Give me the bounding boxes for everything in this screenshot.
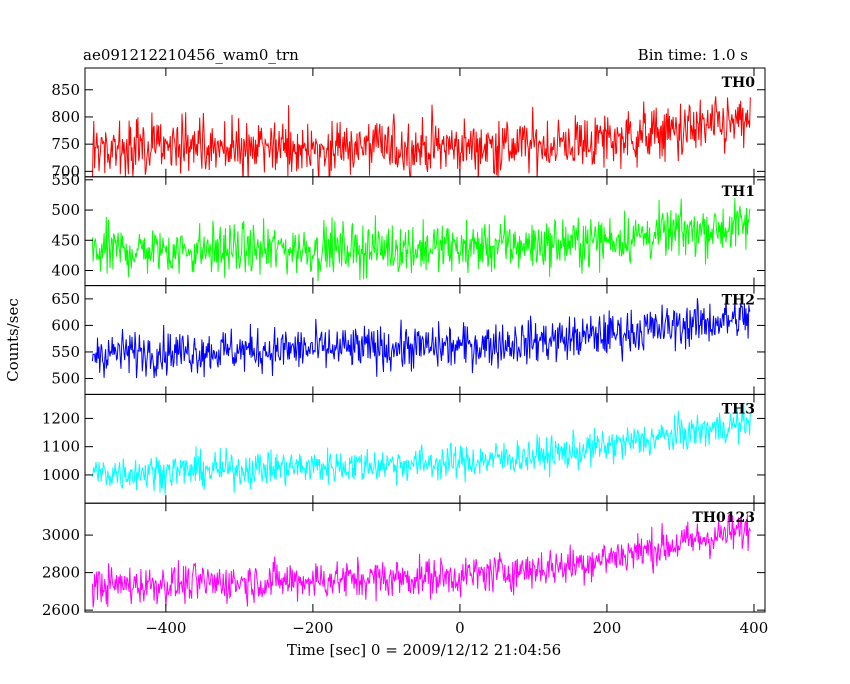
series-line-th2	[91, 297, 751, 379]
y-tick-label-th1: 550	[51, 171, 80, 189]
y-axis-label: Counts/sec	[4, 298, 22, 382]
chart-title: ae091212210456_wam0_trn	[83, 46, 299, 64]
panel-frame-th3	[84, 393, 766, 504]
series-label-th0: TH0	[722, 75, 756, 91]
series-line-th0123	[91, 514, 751, 608]
x-tick-label: −200	[292, 619, 333, 637]
series-line-th1	[91, 198, 751, 282]
y-tick-label-th0123: 2600	[42, 601, 80, 619]
y-tick-label-th1: 500	[51, 201, 80, 219]
series-line-th0	[91, 96, 751, 177]
y-tick-label-th0: 750	[51, 135, 80, 153]
y-tick-label-th0: 800	[51, 108, 80, 126]
series-label-th3: TH3	[722, 401, 755, 417]
x-tick-label: −400	[145, 619, 186, 637]
y-tick-label-th3: 1200	[42, 409, 80, 427]
y-tick-label-th0: 700	[51, 162, 80, 180]
y-tick-label-th0: 850	[51, 81, 80, 99]
panel-th2: 500 550 600 650 TH2	[51, 285, 766, 395]
series-label-th1: TH1	[722, 184, 755, 200]
y-tick-label-th0123: 3000	[42, 526, 80, 544]
y-tick-label-th0123: 2800	[42, 564, 80, 582]
y-tick-label-th3: 1100	[42, 438, 80, 456]
x-tick-label: 200	[593, 619, 622, 637]
panel-frame-th2	[84, 285, 766, 395]
bin-time-label: Bin time: 1.0 s	[638, 46, 748, 64]
panel-frame-th1	[84, 176, 766, 287]
panels: 700 750 800 850 TH0 400 450 500 550 TH1 500 550 600 6…	[42, 67, 766, 619]
panel-th0: 700 750 800 850 TH0	[51, 67, 766, 180]
series-label-th2: TH2	[722, 293, 755, 309]
panel-frame-th0123	[84, 502, 766, 613]
series-line-th3	[91, 404, 751, 496]
x-tick-label: 400	[740, 619, 769, 637]
x-axis-label: Time [sec] 0 = 2009/12/12 21:04:56	[287, 641, 561, 659]
y-tick-label-th1: 400	[51, 261, 80, 279]
y-tick-label-th3: 1000	[42, 466, 80, 484]
y-tick-label-th2: 650	[51, 290, 80, 308]
y-tick-label-th2: 500	[51, 369, 80, 387]
x-tick-label: 0	[455, 619, 465, 637]
y-tick-label-th2: 550	[51, 343, 80, 361]
y-tick-label-th2: 600	[51, 316, 80, 334]
panel-th3: 1000 1100 1200 TH3	[42, 393, 766, 504]
panel-th0123: 2600 2800 3000 TH0123	[42, 502, 766, 619]
y-tick-label-th1: 450	[51, 231, 80, 249]
x-tick-labels: −400 −200 0 200 400	[145, 619, 768, 637]
series-label-th0123: TH0123	[692, 510, 755, 526]
panel-th1: 400 450 500 550 TH1	[51, 171, 766, 287]
